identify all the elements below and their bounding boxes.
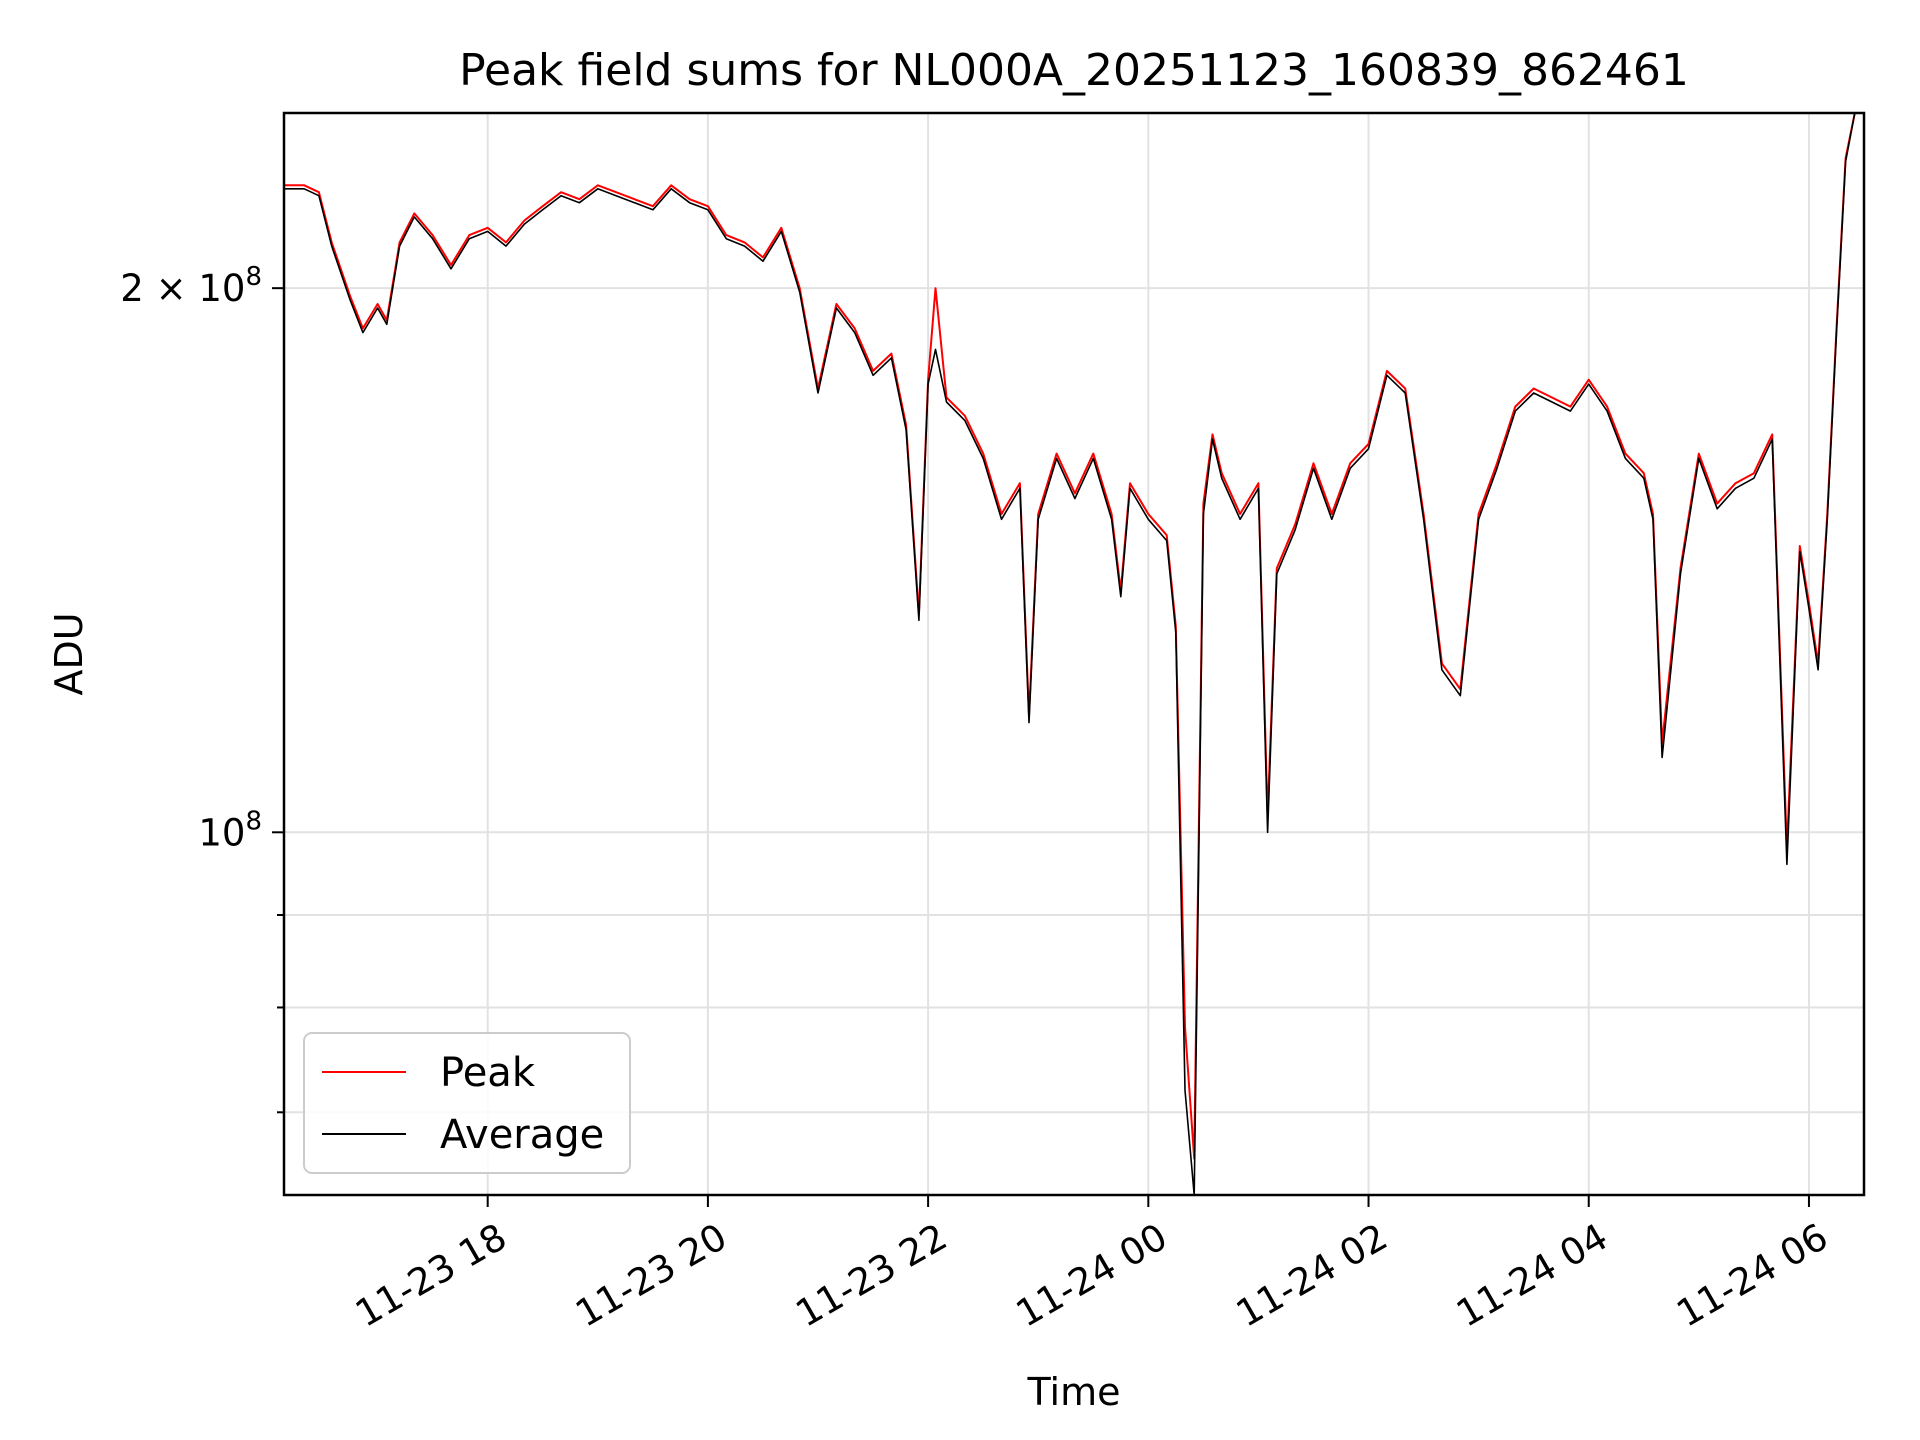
x-axis-label: Time (1027, 1370, 1121, 1414)
legend-box (303, 1032, 631, 1174)
legend-label-peak: Peak (440, 1050, 536, 1096)
plot-frame (282, 111, 1866, 1197)
series-line-average (284, 113, 1856, 1195)
y-tick-label: 2 × 108 (120, 262, 262, 310)
chart-title: Peak field sums for NL000A_20251123_1608… (459, 45, 1689, 96)
legend-label-average: Average (440, 1112, 604, 1158)
y-axis-label: ADU (47, 612, 91, 695)
grid (284, 113, 1864, 1195)
legend: Peak Average (303, 1032, 631, 1174)
series-lines (284, 113, 1856, 1195)
series-line-peak (284, 113, 1856, 1160)
